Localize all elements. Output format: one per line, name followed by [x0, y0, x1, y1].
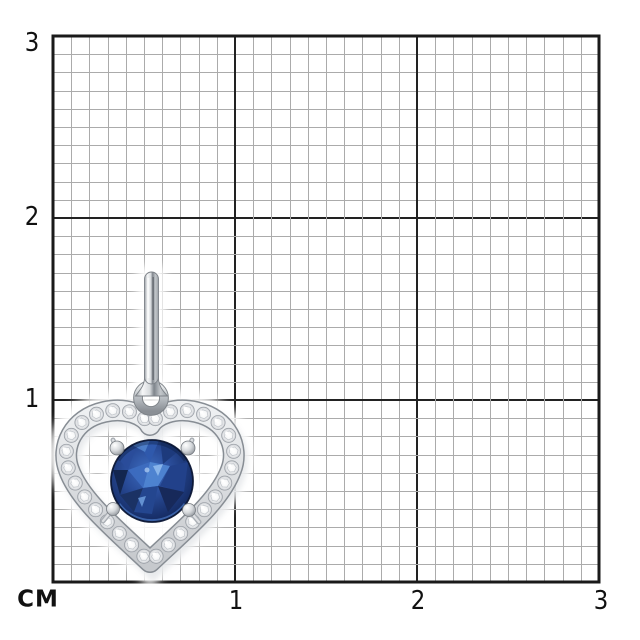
pave-diamond	[124, 537, 140, 553]
pave-diamond	[67, 475, 83, 491]
pave-diamond	[88, 406, 104, 422]
pave-diamond	[217, 475, 233, 491]
pave-diamond	[88, 502, 104, 518]
pave-diamond	[136, 548, 152, 564]
bail-tube	[134, 271, 169, 397]
pave-diamond	[196, 406, 212, 422]
pave-diamond	[63, 427, 79, 443]
pendant	[47, 266, 253, 589]
pave-diamond	[58, 443, 74, 459]
pave-diamond	[111, 525, 127, 541]
y-axis-label-3: 3	[24, 28, 40, 58]
pave-diamond	[173, 525, 189, 541]
pave-diamond	[74, 415, 90, 430]
pave-diamond	[77, 489, 93, 505]
pave-diamond	[221, 427, 237, 443]
pave-diamond	[210, 415, 226, 430]
unit-label-cm: СМ	[17, 586, 59, 613]
x-axis-label-1: 1	[228, 586, 244, 616]
pave-diamond	[226, 443, 242, 459]
pave-diamond	[196, 502, 212, 518]
y-axis-label-1: 1	[24, 384, 40, 414]
pave-diamond	[160, 537, 176, 553]
pave-diamond	[105, 403, 121, 419]
pave-diamond	[224, 460, 240, 476]
pave-diamond	[60, 460, 76, 476]
pave-diamond	[148, 548, 164, 564]
x-axis-label-3: 3	[593, 586, 609, 616]
prong-balls	[100, 437, 202, 525]
pave-diamond	[121, 404, 137, 420]
sapphire-stone	[110, 439, 194, 523]
x-axis-label-2: 2	[410, 586, 426, 616]
y-axis-label-2: 2	[24, 202, 40, 232]
pave-diamond	[163, 404, 179, 420]
pave-diamond	[179, 403, 195, 419]
pave-diamond	[207, 489, 223, 505]
